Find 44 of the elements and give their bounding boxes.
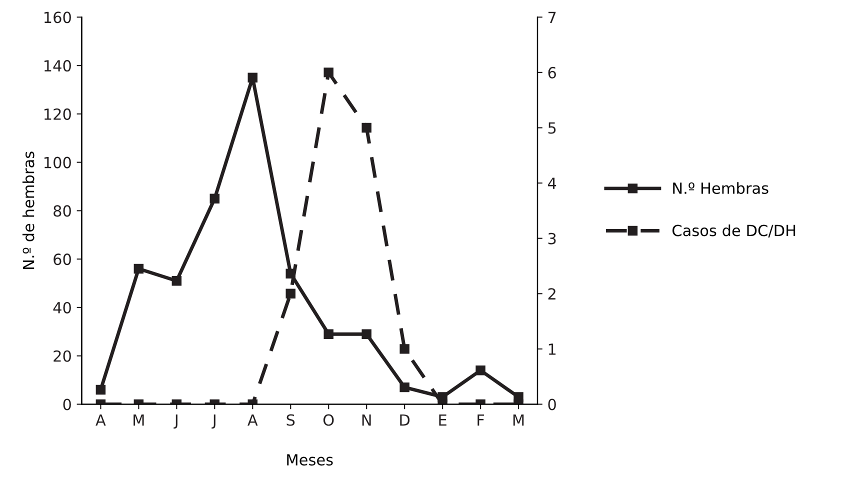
x-tick-label: A (96, 414, 106, 426)
y2-tick-label: 7 (548, 12, 556, 23)
point (476, 366, 486, 376)
point (96, 384, 106, 395)
y2-tick-label: 0 (548, 398, 556, 410)
point (324, 68, 334, 78)
x-tick-label: J (174, 414, 178, 429)
y2-tick-label: 2 (548, 288, 556, 300)
x-tick-label: E (439, 414, 446, 426)
point (134, 264, 144, 274)
point (324, 329, 334, 339)
point (400, 382, 410, 392)
y-tick-label: 0 (63, 398, 71, 410)
x-tick-label: M (134, 414, 144, 426)
x-tick-label: N (362, 414, 371, 426)
y-tick-label: 140 (44, 60, 71, 72)
y-tick-label: 60 (54, 254, 71, 266)
x-tick-label: A (248, 414, 258, 426)
legend-label: N.º Hembras (673, 182, 768, 194)
y2-tick-label: 1 (548, 344, 556, 355)
y2-tick-label: 6 (548, 66, 556, 78)
y2-tick-label: 3 (548, 232, 556, 244)
y-tick-label: 20 (54, 350, 71, 362)
x-tick-label: M (513, 414, 524, 426)
y2-tick-label: 5 (548, 122, 556, 134)
y-axis-title: N.º de hembras (22, 152, 34, 269)
x-tick-label: O (323, 414, 334, 426)
point (172, 276, 182, 286)
legend-label: Casos de DC/DH (672, 224, 796, 238)
x-tick-label: S (286, 414, 295, 426)
x-tick-label: J (212, 414, 216, 429)
point (362, 329, 372, 339)
y-tick-label: 80 (54, 205, 71, 217)
point (362, 122, 372, 133)
y-tick-label: 120 (44, 108, 71, 120)
point (248, 72, 258, 82)
y-tick-label: 40 (53, 302, 71, 314)
x-tick-label: F (478, 414, 484, 426)
y2-tick-label: 4 (548, 178, 556, 189)
y-tick-label: 100 (44, 156, 71, 168)
x-axis-title: Meses (287, 454, 333, 466)
y-tick-label: 160 (44, 12, 71, 24)
point (210, 194, 220, 204)
x-tick-label: D (400, 414, 410, 426)
